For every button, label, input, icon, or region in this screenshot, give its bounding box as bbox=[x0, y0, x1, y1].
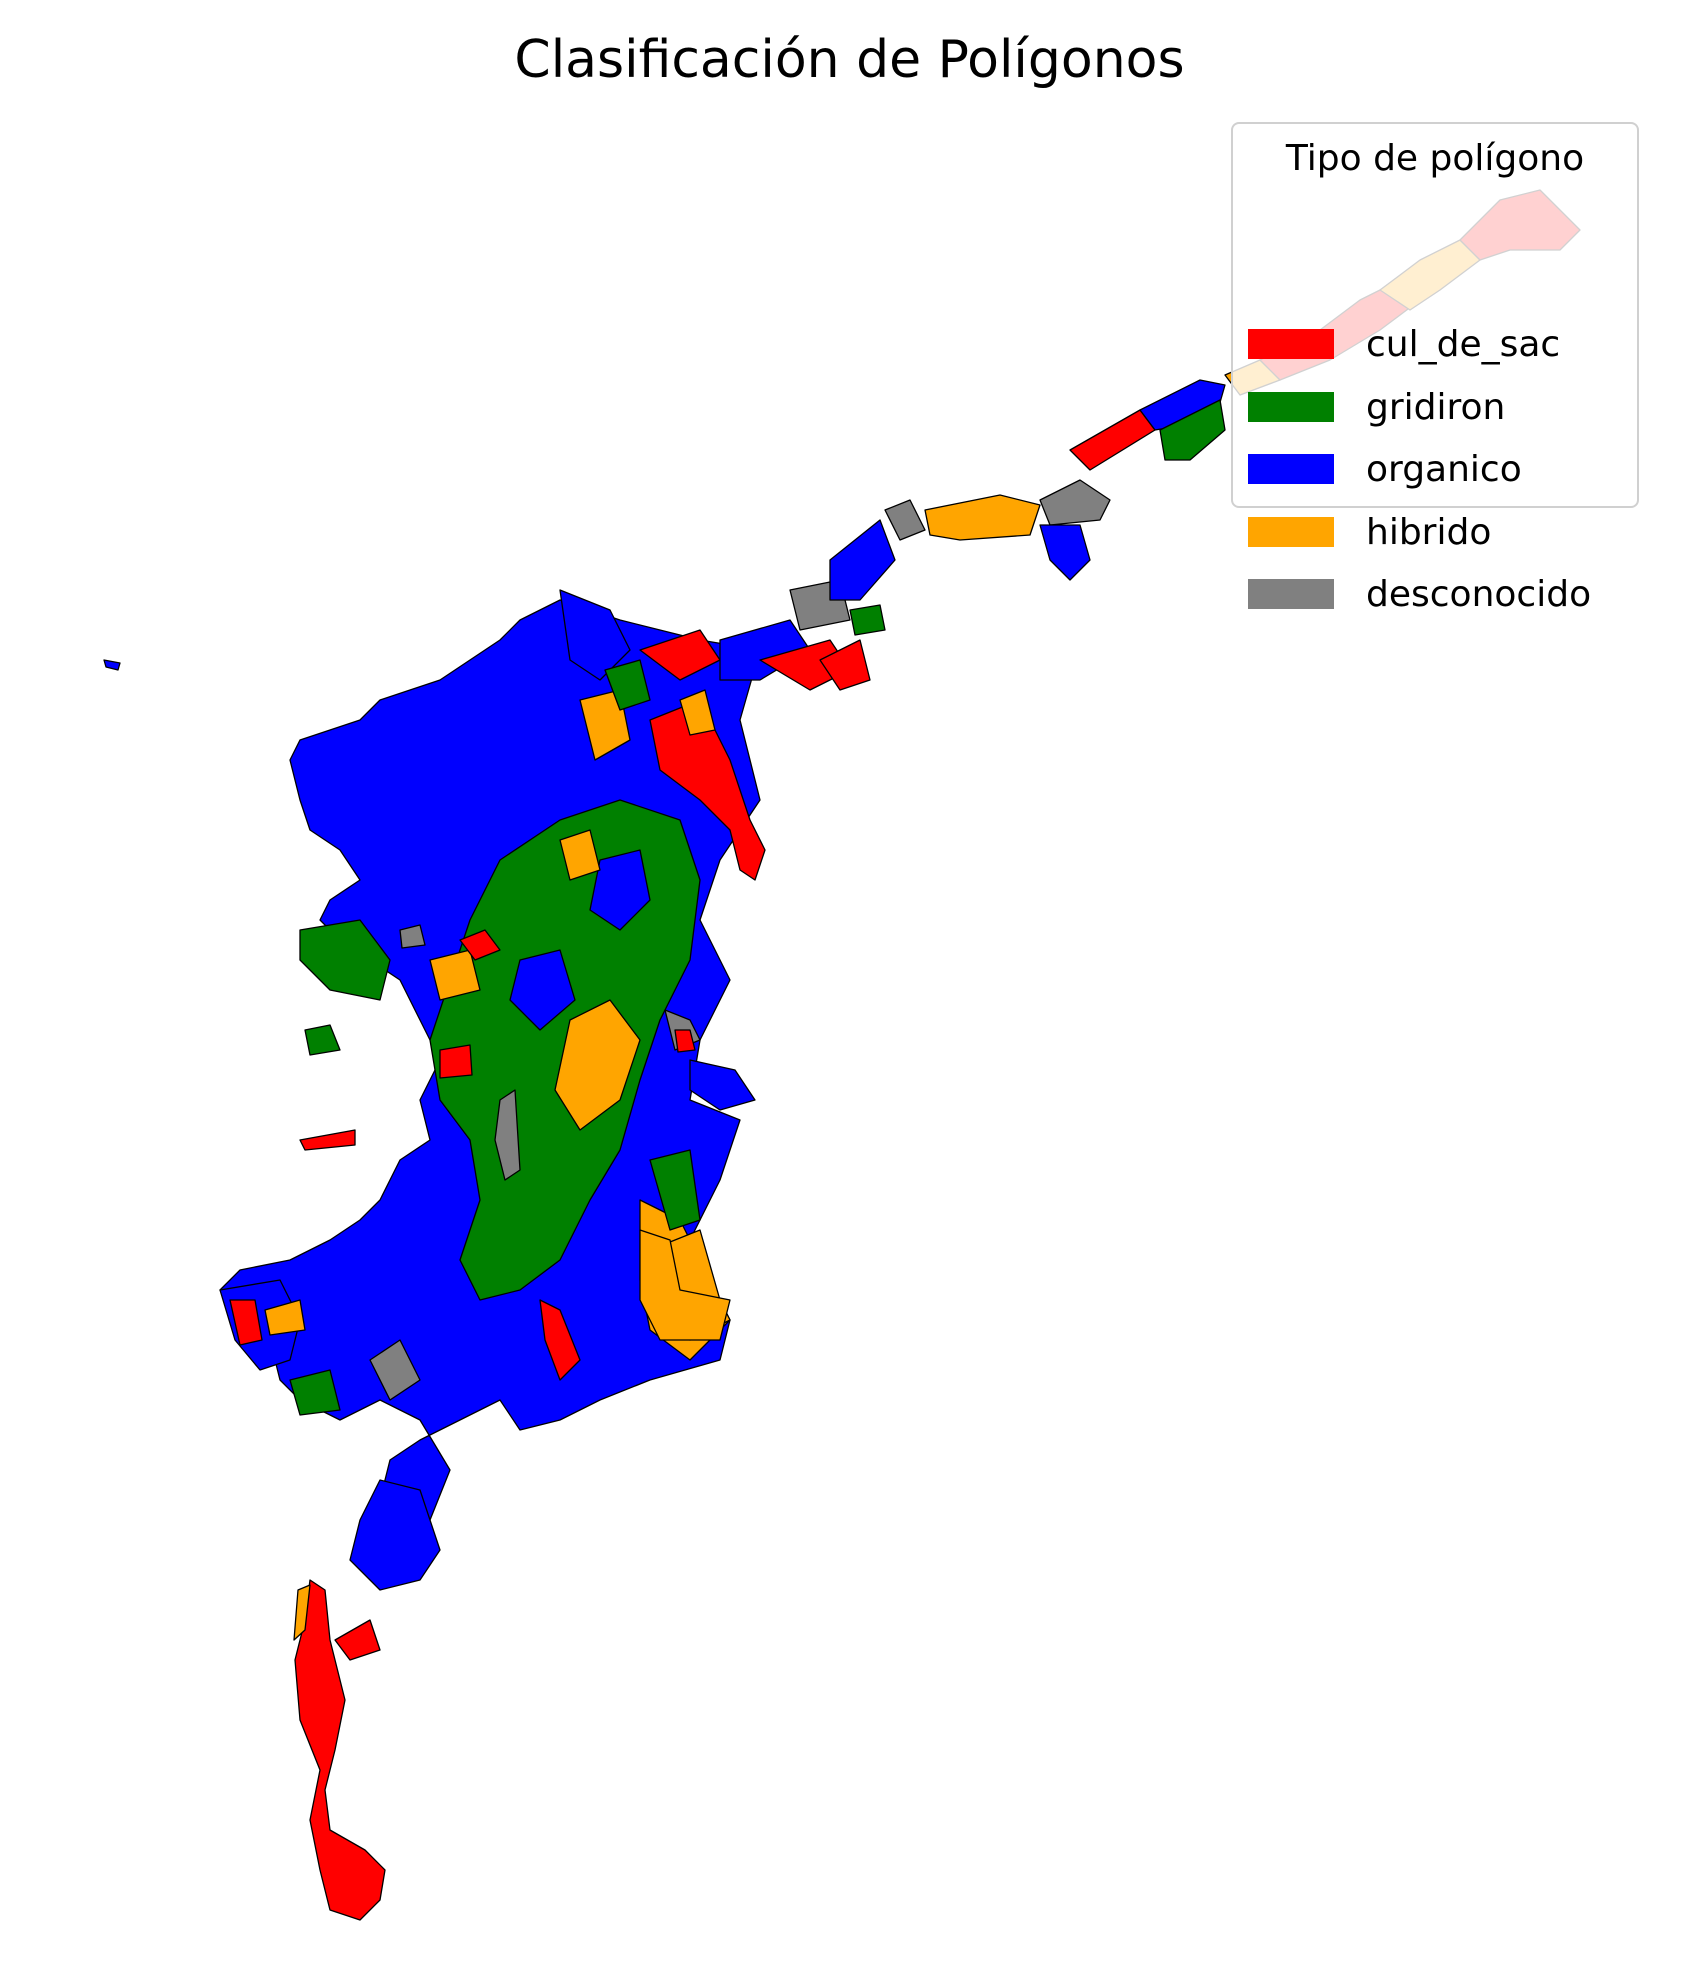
polygon-south-red-strip bbox=[539, 1299, 581, 1381]
polygon-gray-nw bbox=[399, 924, 426, 949]
legend-label-desconocido: desconocido bbox=[1366, 573, 1592, 615]
polygon-southwest-red bbox=[229, 1299, 263, 1346]
polygon-neck-gray-3 bbox=[1039, 479, 1111, 526]
polygon-north-orange bbox=[559, 829, 601, 881]
polygon-east-blue bbox=[689, 1059, 756, 1111]
polygon-neck-green-2 bbox=[1159, 399, 1226, 461]
polygon-north-green bbox=[604, 659, 651, 711]
polygon-south-tail-orange bbox=[293, 1584, 311, 1641]
legend-item-hibrido: hibrido bbox=[1248, 507, 1491, 557]
polygon-neck-blue-3 bbox=[1039, 524, 1091, 581]
legend-label-cul-de-sac: cul_de_sac bbox=[1366, 323, 1561, 365]
legend-label-organico: organico bbox=[1366, 448, 1522, 490]
polygon-south-tail-red bbox=[294, 1579, 386, 1921]
polygon-core-blue-2 bbox=[509, 949, 576, 1031]
polygon-south-tail-red-2 bbox=[334, 1619, 381, 1661]
polygon-east-green bbox=[649, 1149, 701, 1231]
legend-item-organico: organico bbox=[1248, 444, 1522, 494]
polygon-core-gray bbox=[494, 1089, 521, 1181]
polygon-sw-gray bbox=[369, 1339, 421, 1401]
polygon-north-blue-1 bbox=[559, 589, 631, 681]
legend-item-desconocido: desconocido bbox=[1248, 569, 1591, 619]
legend-swatch-hibrido bbox=[1248, 517, 1334, 547]
polygon-neck-green bbox=[849, 604, 886, 636]
polygon-neck-gray-2 bbox=[884, 499, 926, 541]
polygon-red-central-1 bbox=[459, 929, 501, 961]
polygon-neck-red-3 bbox=[1069, 409, 1156, 471]
map-title: Clasificación de Polígonos bbox=[514, 30, 1185, 90]
polygon-north-orange-2 bbox=[579, 689, 631, 761]
polygon-sw-orange-2 bbox=[264, 1299, 306, 1336]
legend-label-hibrido: hibrido bbox=[1366, 511, 1492, 553]
polygon-neck-red-2 bbox=[819, 639, 871, 691]
legend-item-gridiron: gridiron bbox=[1248, 382, 1505, 432]
legend-label-gridiron: gridiron bbox=[1366, 386, 1506, 428]
polygon-isolated-red bbox=[299, 1129, 356, 1151]
polygon-north-orange-3 bbox=[679, 689, 716, 736]
legend-swatch-desconocido bbox=[1248, 579, 1334, 609]
legend-swatch-cul-de-sac bbox=[1248, 329, 1334, 359]
polygon-red-east bbox=[674, 1029, 696, 1053]
legend-swatch-organico bbox=[1248, 454, 1334, 484]
polygon-neck-blue-2 bbox=[829, 519, 896, 601]
polygon-west-green bbox=[304, 1024, 341, 1056]
polygon-south-orange-big bbox=[639, 1229, 731, 1341]
legend-swatch-gridiron bbox=[1248, 392, 1334, 422]
polygon-layer bbox=[103, 189, 1581, 1921]
polygon-south-blue bbox=[349, 1479, 441, 1591]
polygon-core-green-2 bbox=[299, 919, 391, 1001]
polygon-core-blue-1 bbox=[589, 849, 651, 931]
legend: Tipo de polígono cul_de_sac gridiron org… bbox=[1231, 122, 1639, 615]
polygon-core-red-1 bbox=[439, 1044, 473, 1079]
polygon-sw-green bbox=[289, 1369, 341, 1416]
polygon-core-orange-3 bbox=[429, 949, 481, 1001]
polygon-neck-orange bbox=[924, 494, 1041, 541]
legend-item-cul-de-sac: cul_de_sac bbox=[1248, 319, 1560, 369]
polygon-north-red bbox=[649, 699, 766, 881]
polygon-isolated-blue bbox=[103, 659, 121, 671]
legend-title: Tipo de polígono bbox=[1285, 138, 1585, 179]
polygon-core-orange-1 bbox=[554, 999, 641, 1131]
